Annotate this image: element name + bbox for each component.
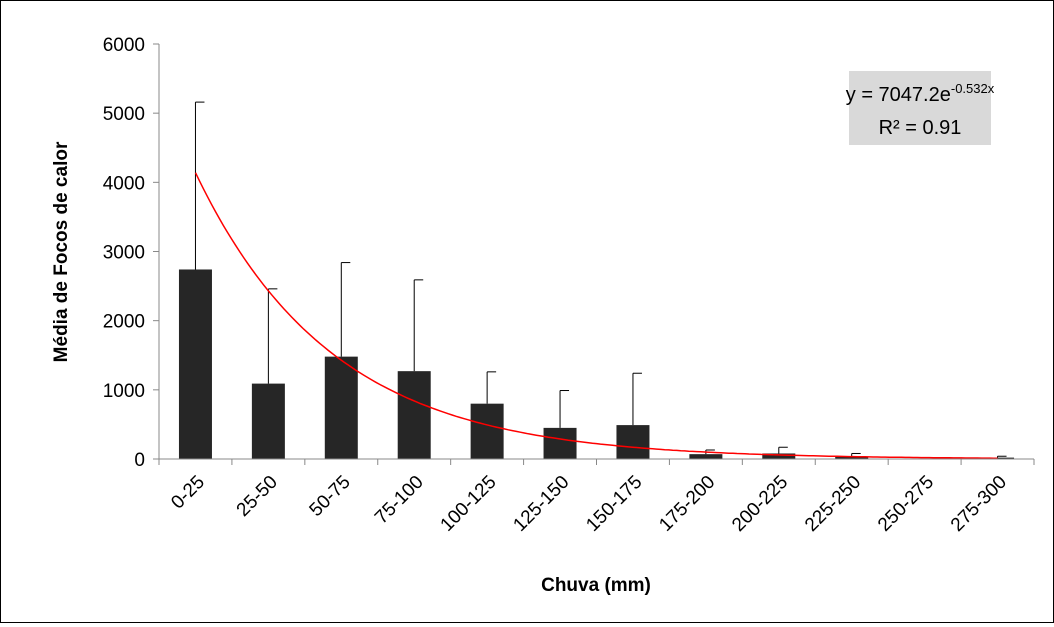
- trendline: [194, 172, 998, 459]
- equation-base: y = 7047.2e: [846, 84, 951, 106]
- y-tick-label: 6000: [103, 35, 145, 56]
- x-tick-label: 25-50: [233, 472, 282, 521]
- equation-exponent: -0.532x: [951, 81, 995, 96]
- trendline-equation-box: y = 7047.2e-0.532x R² = 0.91: [846, 71, 995, 145]
- trendline-equation: y = 7047.2e-0.532x: [846, 81, 995, 106]
- bar: [689, 454, 723, 459]
- bar: [251, 383, 285, 459]
- bar: [324, 356, 358, 459]
- x-tick-label: 100-125: [437, 472, 501, 536]
- y-ticks-group: 0 1000 2000 3000 4000 5000 6000: [103, 35, 159, 471]
- bar: [835, 456, 869, 459]
- x-tick-label: 225-250: [801, 472, 865, 536]
- x-tick-label: 200-225: [728, 472, 792, 536]
- x-tick-label: 150-175: [582, 472, 646, 536]
- equation-box-background: [849, 71, 991, 145]
- x-tick-label: 125-150: [509, 472, 573, 536]
- x-ticks-group: 0-25 25-50 50-75 75-100 100-125 125-150 150-17…: [158, 459, 1035, 536]
- x-tick-label: 175-200: [655, 472, 719, 536]
- bar: [397, 371, 431, 459]
- bar: [470, 403, 504, 459]
- bars-group: [178, 269, 1015, 459]
- x-tick-label: 275-300: [947, 472, 1011, 536]
- error-bars-group: [194, 101, 1007, 458]
- y-tick-label: 0: [134, 450, 145, 471]
- r-squared-label: R² = 0.91: [879, 117, 962, 139]
- y-axis-title: Média de Focos de calor: [51, 141, 72, 362]
- y-tick-label: 2000: [103, 312, 145, 333]
- x-tick-label: 50-75: [306, 472, 355, 521]
- y-tick-label: 1000: [103, 381, 145, 402]
- bar: [762, 453, 796, 459]
- bar: [543, 427, 577, 459]
- x-tick-label: 75-100: [371, 472, 428, 529]
- y-tick-label: 4000: [103, 173, 145, 194]
- y-tick-label: 3000: [103, 243, 145, 264]
- x-tick-label: 250-275: [874, 472, 938, 536]
- bar: [981, 457, 1015, 459]
- x-tick-label: 0-25: [167, 472, 209, 514]
- bar: [178, 269, 212, 459]
- x-axis-title: Chuva (mm): [541, 575, 651, 596]
- bar: [616, 425, 650, 459]
- y-tick-label: 5000: [103, 104, 145, 125]
